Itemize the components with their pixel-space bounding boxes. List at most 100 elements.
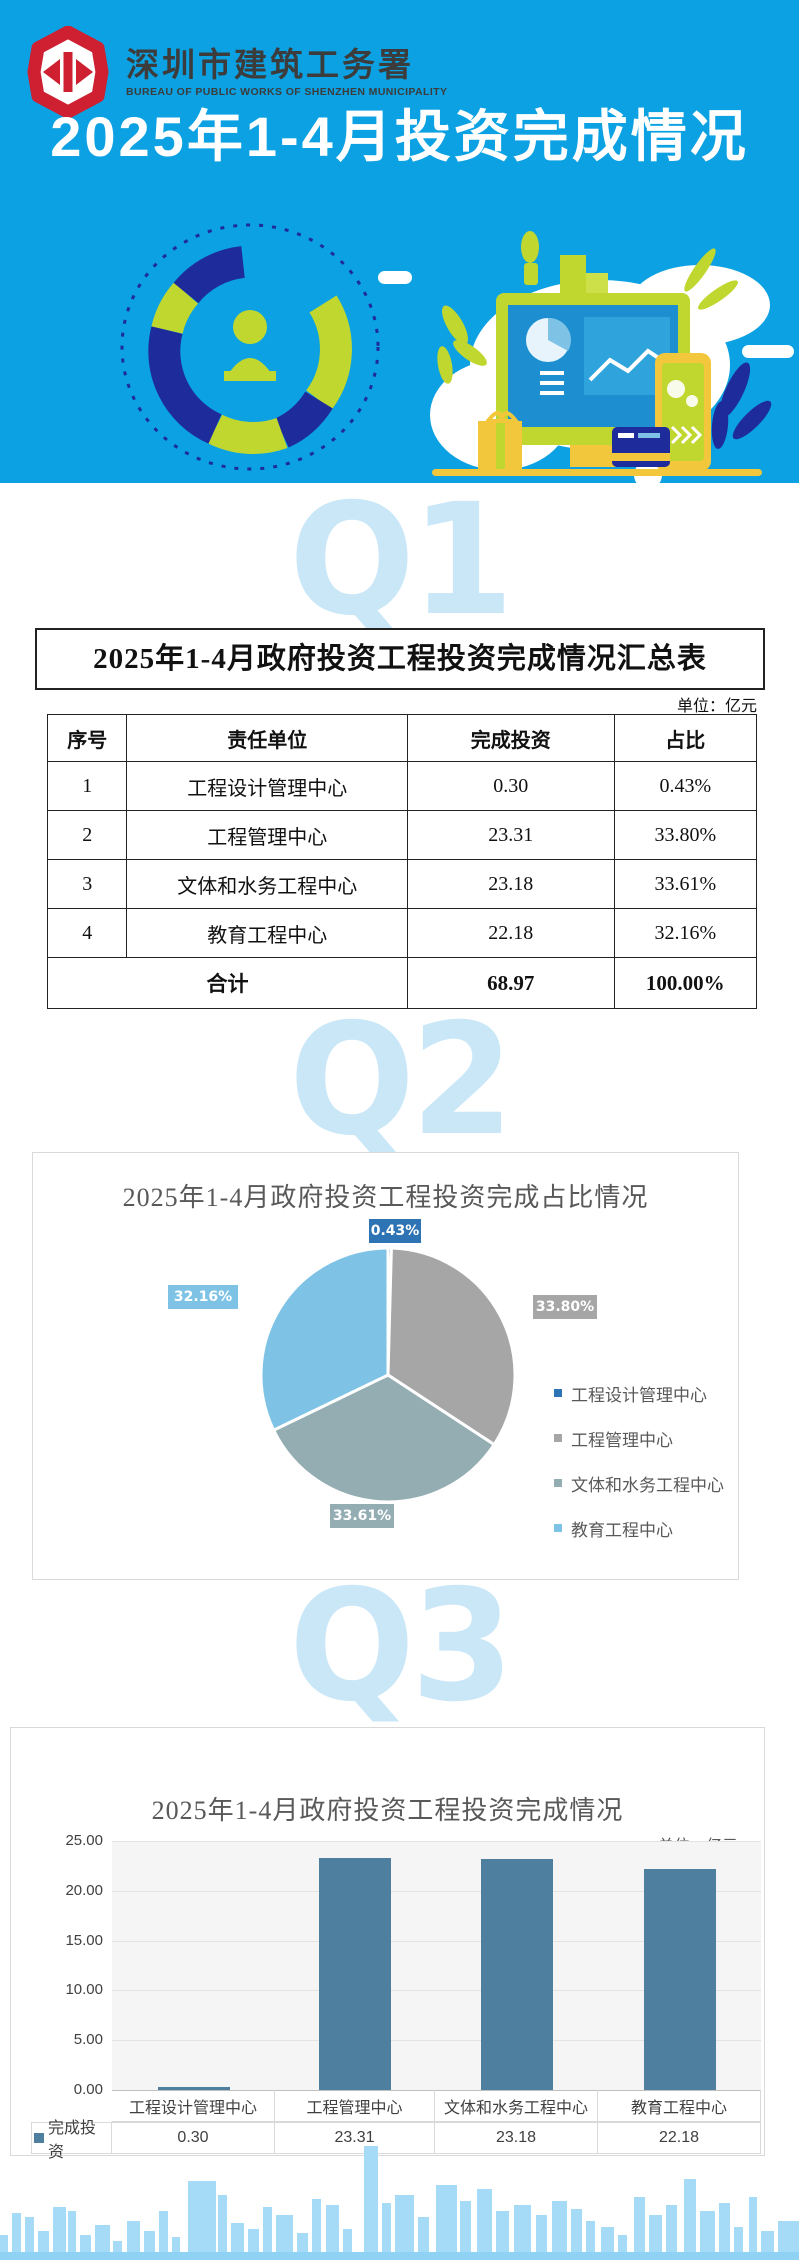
pie-chart [259, 1246, 517, 1504]
table-cell: 文体和水务工程中心 [126, 859, 409, 909]
legend-item: 文体和水务工程中心 [554, 1471, 724, 1495]
watermark-q2: Q2 [289, 990, 514, 1170]
y-tick-label: 0.00 [73, 2081, 103, 2098]
summary-table: 序号 责任单位 完成投资 占比 1 工程设计管理中心 0.30 0.43% 2 工程管理中… [46, 714, 758, 1009]
y-tick-label: 10.00 [65, 1981, 103, 1999]
table-cell: 4 [46, 908, 128, 958]
bar [157, 2087, 230, 2090]
pie-slice [259, 1246, 390, 1433]
gridline [112, 1990, 761, 1992]
table-cell: 32.16% [613, 908, 758, 958]
legend-item: 教育工程中心 [554, 1516, 724, 1540]
table-cell: 教育工程中心 [126, 908, 409, 958]
col-header-share: 占比 [613, 714, 758, 762]
y-tick-label: 25.00 [65, 1832, 103, 1849]
legend-item: 工程管理中心 [554, 1426, 724, 1450]
watermark-q1: Q1 [289, 470, 514, 650]
table-row: 4 教育工程中心 22.18 32.16% [46, 908, 758, 958]
legend-swatch-icon [554, 1389, 562, 1397]
bar-category-row: 工程设计管理中心 工程管理中心 文体和水务工程中心 教育工程中心 [112, 2090, 761, 2122]
header-illustration [120, 223, 794, 483]
pie-label-3: 32.16% [168, 1285, 238, 1309]
watermark-q3: Q3 [289, 1556, 514, 1736]
pie-label-0: 0.43% [369, 1219, 421, 1243]
table-cell: 0.43% [613, 761, 758, 811]
col-header-unit: 责任单位 [126, 714, 409, 762]
bar [643, 1869, 716, 2090]
table-row: 2 工程管理中心 23.31 33.80% [46, 810, 758, 860]
series-swatch-icon [34, 2133, 44, 2143]
gridline [112, 1841, 761, 1842]
table-cell: 0.30 [407, 761, 615, 811]
donut-figure-icon [120, 223, 380, 471]
pie-label-2: 33.61% [330, 1504, 394, 1528]
table-cell: 工程管理中心 [126, 810, 409, 860]
pie-label-1: 33.80% [533, 1295, 597, 1319]
bar-chart-panel: 2025年1-4月政府投资工程投资完成情况 单位：亿元 25.0020.0015… [10, 1727, 765, 2161]
category-label: 工程设计管理中心 [112, 2090, 275, 2121]
total-investment: 68.97 [407, 957, 615, 1009]
table-cell: 23.31 [407, 810, 615, 860]
pie-chart-title: 2025年1-4月政府投资工程投资完成占比情况 [122, 1183, 649, 1212]
page-title: 2025年1-4月投资完成情况 [50, 105, 749, 168]
org-name-cn: 深圳市建筑工务署 [126, 45, 414, 83]
table-cell: 33.80% [613, 810, 758, 860]
series-name: 完成投资 [48, 2120, 97, 2161]
table-cell: 1 [46, 761, 128, 811]
y-tick-label: 20.00 [65, 1881, 103, 1899]
col-header-seq: 序号 [46, 714, 128, 762]
value-cell: 22.18 [598, 2123, 761, 2153]
bar-chart-title: 2025年1-4月政府投资工程投资完成情况 [151, 1796, 624, 1825]
table-header-row: 序号 责任单位 完成投资 占比 [46, 714, 758, 762]
table-cell: 3 [46, 859, 128, 909]
table-row: 3 文体和水务工程中心 23.18 33.61% [46, 859, 758, 909]
y-tick-label: 5.00 [73, 2031, 103, 2049]
total-label: 合计 [46, 957, 409, 1009]
legend-label: 工程管理中心 [571, 1430, 673, 1450]
bar [319, 1857, 391, 2090]
table-cell: 33.61% [613, 859, 758, 909]
gridline [112, 1940, 761, 1942]
col-header-inv: 完成投资 [407, 714, 615, 762]
table-cell: 23.18 [407, 859, 615, 909]
legend-label: 文体和水务工程中心 [571, 1475, 724, 1495]
logo-row: 深圳市建筑工务署 BUREAU OF PUBLIC WORKS OF SHENZ… [22, 26, 447, 118]
bar [480, 1859, 553, 2090]
legend-item: 工程设计管理中心 [554, 1381, 724, 1405]
series-legend: 完成投资 [31, 2120, 112, 2161]
bar-value-row: 完成投资 0.30 23.31 23.18 22.18 [31, 2120, 761, 2161]
y-tick-label: 15.00 [65, 1931, 103, 1949]
desk-illustration-icon [378, 231, 794, 483]
legend-swatch-icon [554, 1434, 562, 1442]
summary-table-unit: 单位：亿元 [676, 698, 757, 715]
category-label: 教育工程中心 [598, 2090, 761, 2121]
pie-slice [271, 1373, 497, 1504]
city-skyline-icon [0, 2146, 799, 2260]
bureau-logo-icon [27, 26, 109, 118]
legend-label: 工程设计管理中心 [571, 1385, 707, 1405]
bar-plot-area [112, 1841, 761, 2091]
value-cell: 23.18 [435, 2123, 598, 2153]
gridline [112, 1890, 761, 1892]
total-share: 100.00% [613, 957, 758, 1009]
value-cell: 23.31 [275, 2123, 435, 2153]
value-cell: 0.30 [112, 2123, 275, 2153]
pie-legend: 工程设计管理中心 工程管理中心文体和水务工程中心 教育工程中心 [554, 1381, 724, 1561]
table-cell: 22.18 [407, 908, 615, 958]
gridline [112, 2040, 761, 2042]
pie-chart-panel: 2025年1-4月政府投资工程投资完成占比情况 0.43% 33.80% 33.… [32, 1152, 739, 1580]
table-cell: 2 [46, 810, 128, 860]
org-name-en: BUREAU OF PUBLIC WORKS OF SHENZHEN MUNIC… [126, 86, 448, 99]
org-names: 深圳市建筑工务署 BUREAU OF PUBLIC WORKS OF SHENZ… [126, 46, 447, 99]
header-banner: 深圳市建筑工务署 BUREAU OF PUBLIC WORKS OF SHENZ… [0, 0, 799, 483]
category-label: 工程管理中心 [275, 2090, 435, 2121]
table-cell: 工程设计管理中心 [126, 761, 409, 811]
category-label: 文体和水务工程中心 [435, 2090, 598, 2121]
legend-label: 教育工程中心 [571, 1520, 673, 1540]
summary-table-title: 2025年1-4月政府投资工程投资完成情况汇总表 [35, 628, 765, 690]
legend-swatch-icon [554, 1479, 562, 1487]
legend-swatch-icon [554, 1524, 562, 1532]
table-row: 1 工程设计管理中心 0.30 0.43% [46, 761, 758, 811]
table-total-row: 合计 68.97 100.00% [46, 957, 758, 1009]
